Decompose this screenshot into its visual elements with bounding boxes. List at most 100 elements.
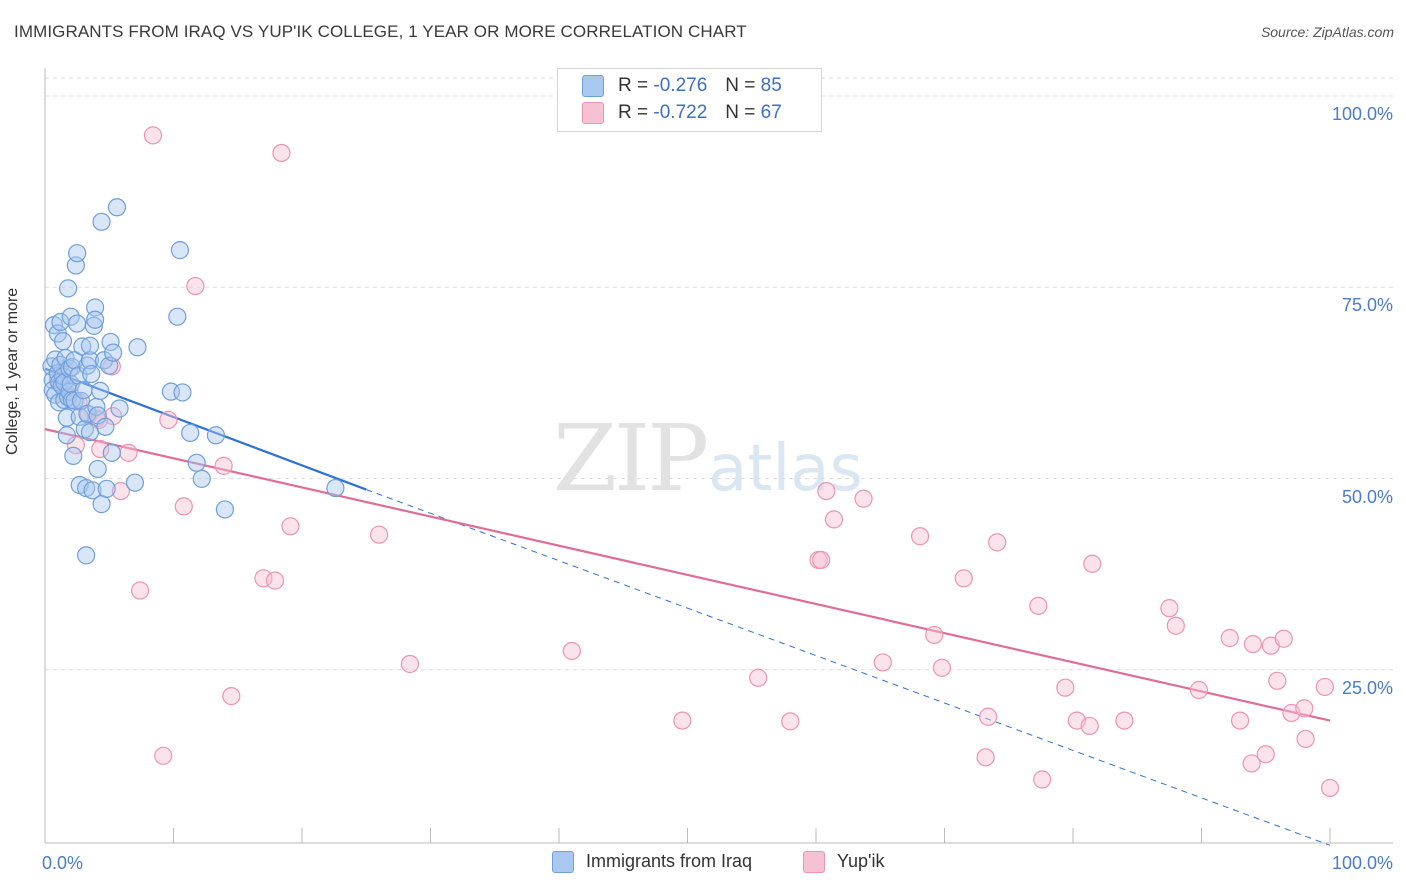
point-yupik <box>954 569 973 588</box>
legend-n-value-iraq: 85 <box>760 75 782 97</box>
source-label: Source: ZipAtlas.com <box>1260 24 1394 40</box>
bottom-legend-label-yupik: Yup'ik <box>837 851 885 871</box>
point-yupik <box>400 654 420 674</box>
legend-r-value-iraq: -0.276 <box>653 75 708 97</box>
point-iraq <box>102 443 121 462</box>
point-iraq <box>82 364 101 384</box>
point-yupik <box>1220 628 1239 648</box>
point-iraq <box>53 332 73 351</box>
point-yupik <box>673 711 692 730</box>
point-yupik <box>932 658 952 677</box>
point-iraq <box>170 241 190 260</box>
point-yupik <box>174 497 193 516</box>
point-yupik <box>1115 711 1134 730</box>
legend-row-iraq: R = -0.276 N = 85 <box>582 75 782 99</box>
point-iraq <box>73 337 92 356</box>
legend-row-yupik: R = -0.722 N = 67 <box>582 102 782 126</box>
point-iraq <box>181 423 200 443</box>
point-yupik <box>1083 554 1102 573</box>
legend-n-label: N = <box>725 75 756 97</box>
point-yupik <box>1295 699 1314 718</box>
chart-title: IMMIGRANTS FROM IRAQ VS YUP'IK COLLEGE, … <box>14 22 747 41</box>
bottom-legend-swatch-yupik <box>803 851 825 874</box>
point-yupik <box>1243 634 1263 654</box>
point-yupik <box>154 746 173 765</box>
point-iraq <box>107 198 127 217</box>
point-yupik <box>1166 616 1185 635</box>
point-iraq <box>86 310 105 329</box>
point-yupik <box>1296 729 1315 749</box>
point-iraq <box>88 459 107 479</box>
point-yupik <box>254 569 273 588</box>
x-tick-label-min: 0.0% <box>42 853 84 873</box>
point-yupik <box>910 527 930 546</box>
point-iraq <box>75 420 94 439</box>
point-iraq <box>206 426 226 445</box>
point-yupik <box>91 439 110 459</box>
point-yupik <box>749 668 768 687</box>
x-tick-label-max: 100.0% <box>1331 853 1393 873</box>
point-yupik <box>111 482 130 501</box>
yupik-points <box>48 126 1340 798</box>
y-tick-label-75: 75.0% <box>1341 295 1393 316</box>
point-yupik <box>1274 629 1293 648</box>
point-yupik <box>214 456 233 475</box>
point-iraq <box>92 495 111 514</box>
point-yupik <box>281 517 300 536</box>
point-yupik <box>370 525 389 544</box>
bottom-legend-iraq: Immigrants from Iraq <box>552 851 753 874</box>
point-yupik <box>1080 716 1099 736</box>
point-iraq <box>84 316 103 335</box>
point-yupik <box>1189 680 1209 700</box>
point-iraq <box>61 307 80 326</box>
point-iraq <box>80 423 100 442</box>
point-iraq <box>91 381 110 400</box>
watermark-atlas: atlas <box>708 432 863 506</box>
point-iraq <box>59 279 78 298</box>
point-yupik <box>1029 596 1048 615</box>
point-iraq <box>92 212 111 231</box>
point-yupik <box>1320 778 1340 798</box>
point-yupik <box>265 571 285 590</box>
point-iraq <box>68 314 87 333</box>
iraq-points <box>42 198 345 565</box>
y-tick-label-100: 100.0% <box>1331 104 1393 124</box>
point-iraq <box>173 383 192 402</box>
point-yupik <box>1256 745 1275 764</box>
point-yupik <box>781 712 800 731</box>
point-yupik <box>159 410 178 430</box>
trend-line-iraq <box>44 367 367 491</box>
point-yupik <box>873 653 892 672</box>
point-yupik <box>817 482 836 501</box>
point-yupik <box>988 533 1007 552</box>
point-iraq <box>97 479 116 498</box>
legend-r-label: R = <box>618 102 649 124</box>
point-yupik <box>1242 754 1261 773</box>
point-iraq <box>80 351 100 370</box>
point-yupik <box>1033 770 1052 789</box>
point-yupik <box>562 641 581 661</box>
point-yupik <box>66 436 85 455</box>
point-iraq <box>77 546 96 565</box>
correlation-legend: R = -0.276 N = 85 R = -0.722 N = 67 <box>557 68 822 132</box>
point-iraq <box>125 473 145 492</box>
point-iraq <box>80 336 100 355</box>
point-iraq <box>64 446 83 466</box>
point-iraq <box>215 500 234 519</box>
legend-swatch-yupik <box>582 102 604 124</box>
point-yupik <box>979 707 998 726</box>
legend-r-value-yupik: -0.722 <box>653 102 708 124</box>
point-iraq <box>187 453 206 472</box>
point-yupik <box>812 550 831 570</box>
point-yupik <box>119 443 138 462</box>
point-yupik <box>824 510 844 529</box>
point-iraq <box>168 307 187 326</box>
point-yupik <box>1268 671 1287 690</box>
bottom-legend-label-iraq: Immigrants from Iraq <box>586 851 753 871</box>
bottom-legend-yupik: Yup'ik <box>803 851 885 874</box>
point-yupik <box>1315 677 1334 697</box>
point-yupik <box>976 748 995 767</box>
point-iraq <box>326 478 345 498</box>
watermark-zip: ZIP <box>553 405 709 512</box>
trend-lines <box>44 367 1331 846</box>
